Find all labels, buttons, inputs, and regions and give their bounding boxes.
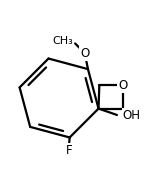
Text: O: O <box>118 79 127 92</box>
Text: O: O <box>80 47 89 60</box>
Text: CH₃: CH₃ <box>52 36 73 46</box>
Text: F: F <box>66 144 72 157</box>
Text: OH: OH <box>123 109 141 122</box>
